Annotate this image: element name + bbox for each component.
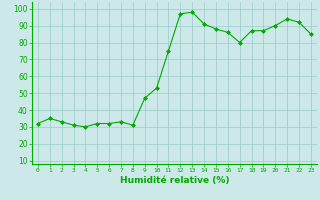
X-axis label: Humidité relative (%): Humidité relative (%) xyxy=(120,176,229,185)
